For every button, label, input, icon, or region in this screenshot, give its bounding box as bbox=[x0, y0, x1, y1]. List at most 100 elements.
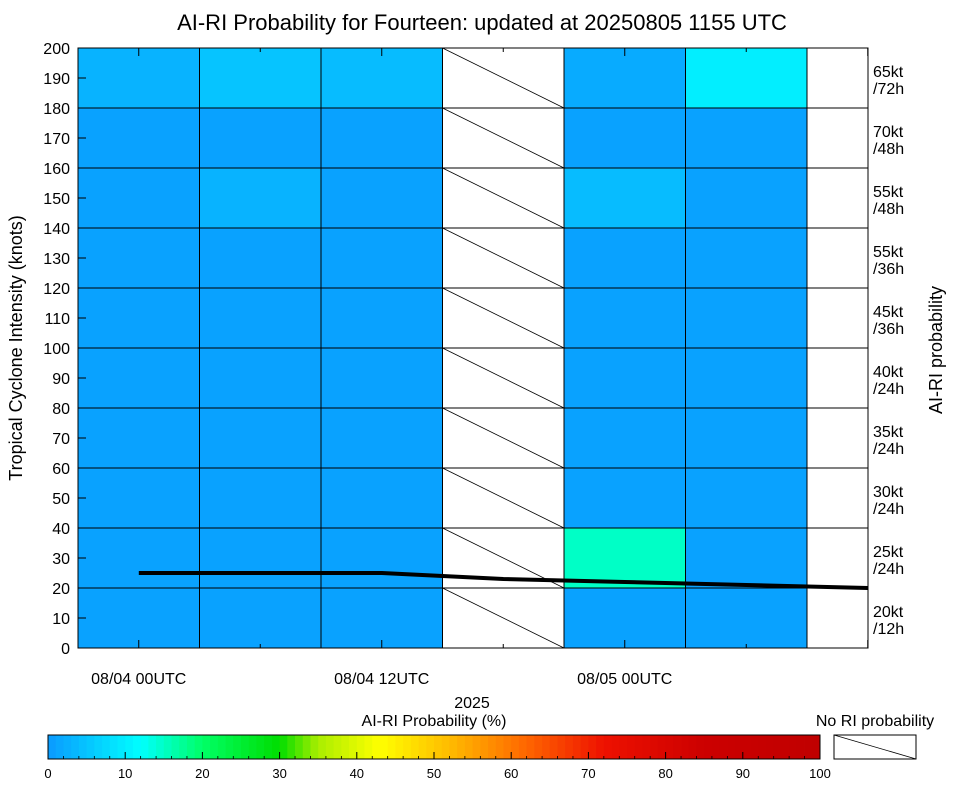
row-label-period: /24h bbox=[873, 561, 904, 578]
row-label-period: /48h bbox=[873, 201, 904, 218]
colorbar-segment bbox=[179, 735, 188, 759]
colorbar-segment bbox=[248, 735, 257, 759]
colorbar-segment bbox=[603, 735, 612, 759]
colorbar-segment bbox=[742, 735, 751, 759]
colorbar-segment bbox=[333, 735, 342, 759]
row-label-speed: 20kt bbox=[873, 604, 904, 621]
colorbar-segment bbox=[727, 735, 736, 759]
heatmap-cell bbox=[199, 348, 322, 409]
heatmap-cell bbox=[685, 108, 808, 169]
colorbar-segment bbox=[194, 735, 203, 759]
row-label-period: /72h bbox=[873, 81, 904, 98]
colorbar-segment bbox=[704, 735, 713, 759]
no-ri-hatch bbox=[442, 107, 565, 169]
no-ri-hatched-columns bbox=[442, 47, 565, 649]
colorbar-segment bbox=[611, 735, 620, 759]
y-tick-label: 120 bbox=[43, 281, 70, 298]
colorbar-segment bbox=[488, 735, 497, 759]
colorbar-segment bbox=[688, 735, 697, 759]
colorbar-segment bbox=[441, 735, 450, 759]
colorbar-segment bbox=[233, 735, 242, 759]
no-ri-legend-swatch bbox=[833, 734, 917, 760]
heatmap-cell bbox=[78, 288, 200, 349]
row-labels: 20kt/12h25kt/24h30kt/24h35kt/24h40kt/24h… bbox=[873, 64, 904, 638]
x-axis-ticks: 08/04 00UTC 08/04 12UTC 08/05 00UTC bbox=[91, 48, 869, 688]
colorbar-segment bbox=[480, 735, 489, 759]
y-tick-label: 110 bbox=[44, 311, 70, 328]
row-label-speed: 35kt bbox=[873, 424, 904, 441]
heatmap-cell bbox=[78, 528, 200, 589]
colorbar-segment bbox=[395, 735, 404, 759]
colorbar-segment bbox=[86, 735, 95, 759]
colorbar-segment bbox=[202, 735, 211, 759]
colorbar-segment bbox=[210, 735, 219, 759]
row-label-speed: 25kt bbox=[873, 544, 904, 561]
colorbar-segment bbox=[434, 735, 443, 759]
right-axis-label: AI-RI probability bbox=[926, 286, 946, 414]
heatmap-cell bbox=[199, 168, 322, 229]
colorbar-segment bbox=[503, 735, 512, 759]
y-tick-label: 160 bbox=[43, 161, 70, 178]
heatmap-cell bbox=[78, 48, 200, 109]
colorbar-tick-label: 50 bbox=[427, 766, 441, 781]
colorbar-segment bbox=[302, 735, 311, 759]
heatmap-cell bbox=[321, 228, 443, 289]
colorbar-segment bbox=[789, 735, 798, 759]
colorbar-segment bbox=[117, 735, 126, 759]
colorbar-segment bbox=[349, 735, 358, 759]
colorbar-segment bbox=[55, 735, 64, 759]
colorbar-segment bbox=[256, 735, 265, 759]
heatmap-cell bbox=[199, 108, 322, 169]
colorbar-segment bbox=[696, 735, 705, 759]
heatmap-cell bbox=[199, 588, 322, 649]
heatmap-cell bbox=[685, 468, 808, 529]
heatmap-cells bbox=[78, 48, 808, 649]
y-tick-label: 200 bbox=[43, 41, 70, 58]
y-axis-label: Tropical Cyclone Intensity (knots) bbox=[6, 215, 26, 480]
colorbar-segment bbox=[310, 735, 319, 759]
no-ri-hatch bbox=[442, 167, 565, 229]
colorbar-segment bbox=[719, 735, 728, 759]
y-tick-label: 30 bbox=[52, 551, 70, 568]
heatmap-cell bbox=[78, 468, 200, 529]
intensity-line bbox=[138, 571, 868, 590]
colorbar-tick-label: 60 bbox=[504, 766, 518, 781]
colorbar-segment bbox=[765, 735, 775, 759]
colorbar-segment bbox=[511, 735, 520, 759]
colorbar-label: AI-RI Probability (%) bbox=[362, 713, 507, 730]
intensity-line-path bbox=[138, 571, 868, 590]
colorbar-tick-label: 0 bbox=[44, 766, 51, 781]
no-ri-hatch bbox=[442, 347, 565, 409]
x-tick-label: 08/05 00UTC bbox=[577, 671, 672, 688]
colorbar-tick-label: 100 bbox=[809, 766, 831, 781]
heatmap-cell bbox=[685, 168, 808, 229]
colorbar-segment bbox=[534, 735, 543, 759]
colorbar-segment bbox=[279, 735, 288, 759]
heatmap-cell bbox=[685, 288, 808, 349]
colorbar-segment bbox=[657, 735, 666, 759]
y-tick-label: 60 bbox=[52, 461, 70, 478]
no-ri-hatch bbox=[442, 227, 565, 289]
colorbar-segment bbox=[48, 735, 57, 759]
colorbar-tick-label: 90 bbox=[736, 766, 750, 781]
colorbar-segment bbox=[526, 735, 535, 759]
y-axis-ticks: 0 10 20 30 40 50 60 70 80 90 100 110 120 130 140 150 160… bbox=[43, 41, 868, 658]
heatmap-cell bbox=[321, 468, 443, 529]
heatmap-cell bbox=[685, 48, 808, 109]
colorbar-segment bbox=[681, 735, 690, 759]
row-label-speed: 40kt bbox=[873, 364, 904, 381]
heatmap-cell bbox=[564, 108, 686, 169]
heatmap-cell bbox=[564, 408, 686, 469]
colorbar-segment bbox=[572, 735, 582, 759]
colorbar-segment bbox=[418, 735, 427, 759]
x-tick-label: 08/04 12UTC bbox=[334, 671, 429, 688]
heatmap-cell bbox=[78, 408, 200, 469]
heatmap-cell bbox=[321, 528, 443, 589]
heatmap-cell bbox=[78, 228, 200, 289]
colorbar-segment bbox=[287, 735, 296, 759]
colorbar-segment bbox=[549, 735, 558, 759]
y-tick-label: 0 bbox=[61, 641, 70, 658]
colorbar-segment bbox=[542, 735, 551, 759]
heatmap-cell bbox=[564, 168, 686, 229]
y-tick-label: 150 bbox=[43, 191, 70, 208]
